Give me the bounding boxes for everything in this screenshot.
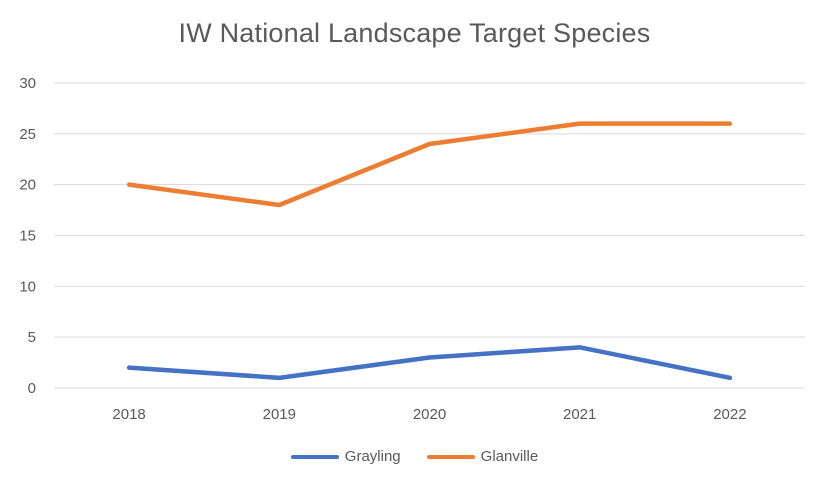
legend-item-grayling: Grayling <box>290 448 401 465</box>
data-point-grayling <box>579 346 581 348</box>
chart-title: IW National Landscape Target Species <box>178 18 651 48</box>
data-point-glanville <box>579 123 581 125</box>
series-line-grayling <box>126 345 733 381</box>
data-point-glanville <box>429 143 430 145</box>
legend-label-glanville: Glanville <box>480 448 539 465</box>
y-tick-label: 15 <box>19 228 36 245</box>
data-point-glanville <box>278 204 280 206</box>
y-tick-label: 5 <box>28 329 36 346</box>
data-point-grayling <box>128 367 130 369</box>
data-point-glanville <box>729 123 731 125</box>
legend-item-glanville: Glanville <box>426 448 539 465</box>
y-tick-label: 20 <box>19 177 36 194</box>
data-point-grayling <box>278 377 280 379</box>
series-line-glanville <box>126 121 733 208</box>
legend-label-grayling: Grayling <box>344 448 401 465</box>
data-point-glanville <box>128 184 130 186</box>
legend-swatch-grayling <box>290 454 339 459</box>
x-tick-label: 2019 <box>263 406 296 423</box>
y-tick-label: 0 <box>28 380 36 397</box>
data-point-grayling <box>729 377 731 379</box>
x-tick-label: 2021 <box>563 406 596 423</box>
y-tick-label: 30 <box>19 75 36 92</box>
y-tick-label: 25 <box>19 126 36 143</box>
data-point-grayling <box>429 357 430 358</box>
legend-swatch-glanville <box>426 454 475 459</box>
legend: Grayling Glanville <box>0 448 829 465</box>
x-tick-label: 2022 <box>713 406 746 423</box>
x-tick-label: 2018 <box>112 406 145 423</box>
y-tick-label: 10 <box>19 278 36 295</box>
x-tick-label: 2020 <box>413 406 446 423</box>
